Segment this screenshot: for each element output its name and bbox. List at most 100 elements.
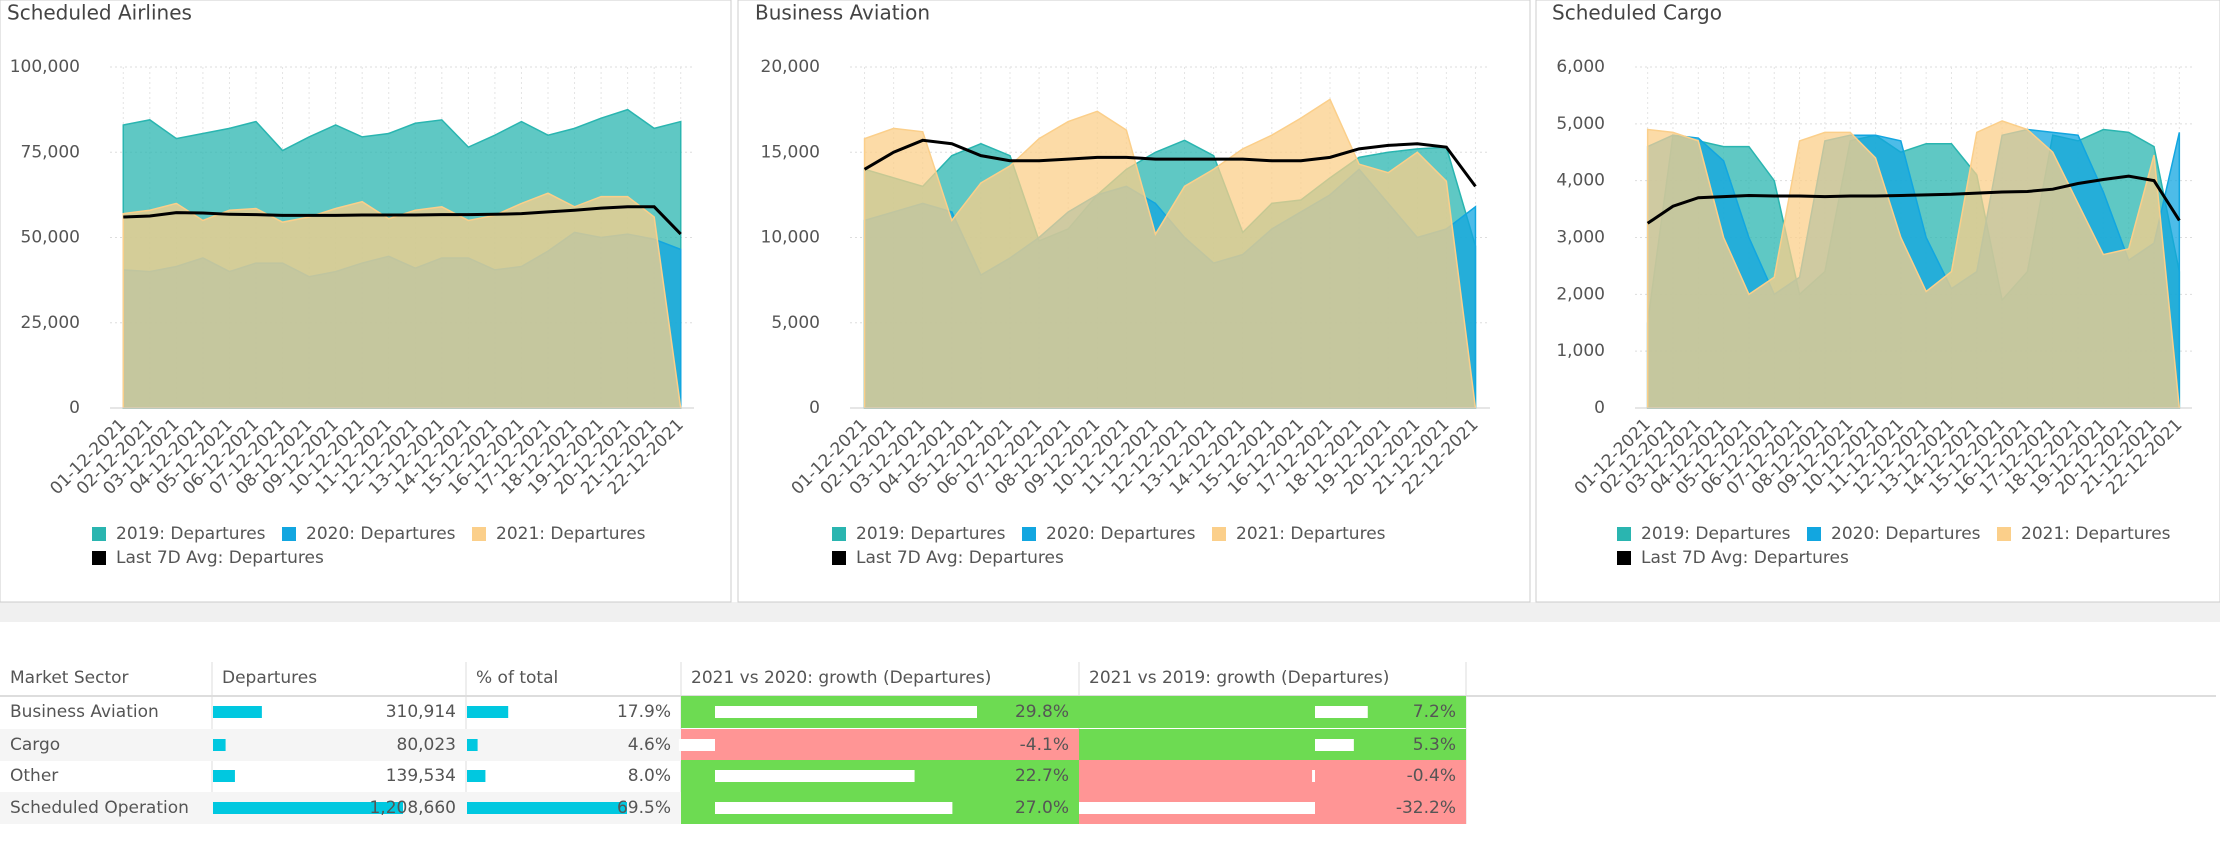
cell-value: 27.0% — [1015, 798, 1069, 818]
bar — [213, 739, 226, 751]
legend-swatch — [472, 527, 486, 541]
legend-swatch — [1997, 527, 2011, 541]
y-tick-label: 25,000 — [21, 313, 80, 333]
growth-bar — [1315, 739, 1354, 751]
legend-label: 2020: Departures — [306, 524, 456, 544]
panel — [0, 0, 732, 603]
area — [122, 192, 682, 409]
bar — [213, 706, 262, 718]
y-tick-label: 50,000 — [21, 228, 80, 248]
legend-swatch — [832, 527, 846, 541]
y-tick-label: 3,000 — [1556, 228, 1605, 248]
area — [863, 98, 1477, 409]
y-tick-label: 100,000 — [10, 57, 80, 77]
cell-value: -4.1% — [1020, 735, 1069, 755]
bar — [213, 770, 235, 782]
column-header: 2021 vs 2019: growth (Departures) — [1089, 668, 1389, 688]
row-stripe — [0, 729, 681, 761]
legend-label: 2019: Departures — [116, 524, 266, 544]
cell-value: 7.2% — [1413, 702, 1456, 722]
y-tick-label: 10,000 — [761, 228, 820, 248]
chart-title: Scheduled Airlines — [7, 1, 192, 25]
growth-bar — [1315, 706, 1368, 718]
growth-bar — [678, 739, 715, 751]
cell-value: 8.0% — [628, 766, 671, 786]
column-header: % of total — [476, 668, 558, 688]
y-tick-label: 1,000 — [1556, 341, 1605, 361]
cell-value: 1,208,660 — [369, 798, 456, 818]
legend-label: 2021: Departures — [1236, 524, 1386, 544]
avg-line — [863, 138, 1477, 188]
legend-label: Last 7D Avg: Departures — [856, 548, 1064, 568]
column-header: Market Sector — [10, 668, 129, 688]
chart-title: Business Aviation — [755, 1, 930, 25]
bar — [467, 770, 486, 782]
growth-bar — [715, 770, 915, 782]
y-tick-label: 2,000 — [1556, 284, 1605, 304]
legend-label: 2020: Departures — [1831, 524, 1981, 544]
cell-value: 22.7% — [1015, 766, 1069, 786]
cell-value: 310,914 — [386, 702, 456, 722]
legend-swatch — [1617, 527, 1631, 541]
sector-label: Other — [10, 766, 58, 786]
cell-value: 29.8% — [1015, 702, 1069, 722]
legend-swatch — [92, 551, 106, 565]
growth-cell — [681, 729, 1079, 761]
legend-label: 2021: Departures — [496, 524, 646, 544]
y-tick-label: 0 — [69, 398, 80, 418]
y-tick-label: 4,000 — [1556, 171, 1605, 191]
legend-swatch — [1022, 527, 1036, 541]
legend-swatch — [92, 527, 106, 541]
legend-swatch — [1807, 527, 1821, 541]
y-tick-label: 5,000 — [771, 313, 820, 333]
sector-label: Business Aviation — [10, 702, 159, 722]
y-tick-label: 0 — [809, 398, 820, 418]
bar — [467, 706, 509, 718]
y-tick-label: 75,000 — [21, 142, 80, 162]
legend-swatch — [282, 527, 296, 541]
y-tick-label: 20,000 — [761, 57, 820, 77]
cell-value: 69.5% — [617, 798, 671, 818]
growth-cell — [1079, 696, 1466, 728]
legend-label: Last 7D Avg: Departures — [116, 548, 324, 568]
y-tick-label: 15,000 — [761, 142, 820, 162]
cell-value: 5.3% — [1413, 735, 1456, 755]
growth-bar — [715, 802, 953, 814]
y-tick-label: 6,000 — [1556, 57, 1605, 77]
growth-cell — [1079, 729, 1466, 761]
growth-cell — [1079, 760, 1466, 792]
cell-value: 17.9% — [617, 702, 671, 722]
avg-line — [1646, 174, 2181, 225]
legend-swatch — [832, 551, 846, 565]
growth-bar — [1312, 770, 1315, 782]
bar — [213, 802, 403, 814]
column-header: 2021 vs 2020: growth (Departures) — [691, 668, 991, 688]
chart-title: Scheduled Cargo — [1552, 1, 1722, 25]
legend-label: Last 7D Avg: Departures — [1641, 548, 1849, 568]
legend-label: 2020: Departures — [1046, 524, 1196, 544]
growth-bar — [1079, 802, 1315, 814]
legend-label: 2019: Departures — [856, 524, 1006, 544]
cell-value: 139,534 — [386, 766, 456, 786]
sector-label: Scheduled Operation — [10, 798, 189, 818]
cell-value: -0.4% — [1407, 766, 1456, 786]
separator — [0, 602, 2220, 622]
cell-value: -32.2% — [1396, 798, 1456, 818]
bar — [467, 739, 478, 751]
cell-value: 80,023 — [397, 735, 456, 755]
legend-label: 2021: Departures — [2021, 524, 2171, 544]
panel — [737, 0, 1531, 603]
y-tick-label: 5,000 — [1556, 114, 1605, 134]
legend-swatch — [1617, 551, 1631, 565]
avg-line — [123, 205, 682, 236]
bar — [467, 802, 627, 814]
sector-label: Cargo — [10, 735, 60, 755]
growth-bar — [715, 706, 977, 718]
area — [1646, 120, 2181, 409]
y-tick-label: 0 — [1594, 398, 1605, 418]
column-header: Departures — [222, 668, 317, 688]
panel — [1535, 0, 2220, 603]
legend-label: 2019: Departures — [1641, 524, 1791, 544]
legend-swatch — [1212, 527, 1226, 541]
